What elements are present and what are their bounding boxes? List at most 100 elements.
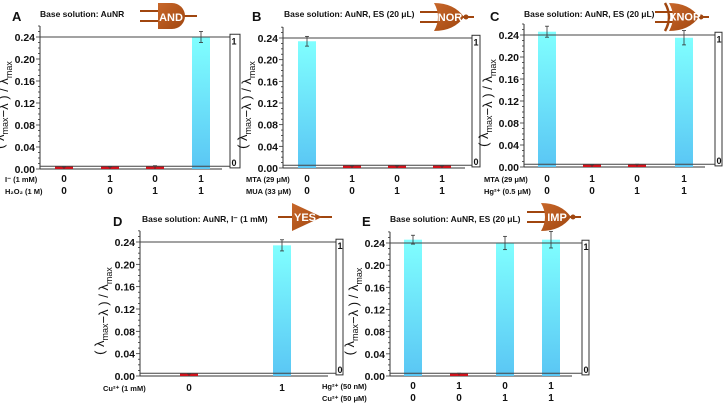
input-value: 0 bbox=[410, 393, 416, 404]
y-axis-label: ( λmax−λ ) / λmax bbox=[92, 267, 114, 355]
input-value: 0 bbox=[61, 186, 67, 197]
panel-label: A bbox=[12, 9, 22, 24]
panel-d: D Base solution: AuNR, I⁻ (1 mM) YES 0.00 0.… bbox=[92, 203, 344, 394]
input-value: 1 bbox=[152, 186, 158, 197]
output-label-1: 1 bbox=[338, 241, 343, 251]
y-tick-label: 0.24 bbox=[115, 237, 136, 249]
gate-body bbox=[292, 203, 322, 231]
output-label-0: 0 bbox=[717, 156, 722, 166]
input-value: 1 bbox=[548, 381, 554, 392]
input-value: 0 bbox=[589, 186, 595, 197]
input-value: 1 bbox=[198, 174, 204, 185]
input-value: 1 bbox=[198, 186, 204, 197]
output-label-0: 0 bbox=[338, 365, 343, 375]
output-label-0: 0 bbox=[232, 158, 237, 168]
input-row-label: I⁻ (1 mM) bbox=[5, 175, 38, 184]
input-value: 1 bbox=[456, 381, 462, 392]
gate-label: AND bbox=[159, 12, 183, 24]
input-value: 0 bbox=[634, 174, 640, 185]
y-tick-label: 0.00 bbox=[115, 371, 136, 383]
y-tick-label: 0.12 bbox=[15, 98, 36, 110]
gate-yes-icon: YES bbox=[278, 203, 332, 231]
y-tick-label: 0.04 bbox=[365, 349, 386, 361]
y-tick-label: 0.00 bbox=[258, 163, 279, 175]
panel-b: B Base solution: AuNR, ES (20 μL) NOR 0.00 0… bbox=[235, 3, 481, 197]
gate-bubble bbox=[463, 14, 469, 20]
y-tick-label: 0.00 bbox=[365, 371, 386, 383]
panel-title: Base solution: AuNR bbox=[40, 9, 124, 19]
y-tick-label: 0.04 bbox=[258, 141, 279, 153]
output-box bbox=[335, 238, 344, 376]
input-value: 0 bbox=[456, 393, 462, 404]
input-value: 1 bbox=[439, 186, 445, 197]
y-tick-label: 0.20 bbox=[15, 54, 36, 66]
bar bbox=[404, 239, 422, 376]
output-box bbox=[229, 33, 241, 169]
input-value: 1 bbox=[439, 174, 445, 185]
y-tick-label: 0.16 bbox=[15, 76, 36, 88]
y-tick-label: 0.20 bbox=[499, 52, 520, 64]
panel-label: D bbox=[113, 214, 122, 229]
input-row-label: H₂O₂ (1 M) bbox=[5, 187, 43, 196]
output-box bbox=[581, 239, 590, 376]
bar bbox=[675, 37, 693, 167]
input-value: 1 bbox=[548, 393, 554, 404]
gate-xor-arc bbox=[663, 2, 671, 32]
input-value: 1 bbox=[279, 383, 285, 394]
gate-body bbox=[434, 3, 464, 31]
output-label-0: 0 bbox=[474, 157, 479, 167]
bar bbox=[192, 37, 210, 169]
panel-label: B bbox=[252, 9, 261, 24]
panel-label: E bbox=[362, 214, 371, 229]
output-label-1: 1 bbox=[584, 242, 589, 252]
panel-title: Base solution: AuNR, ES (20 μL) bbox=[390, 214, 521, 224]
input-value: 0 bbox=[304, 174, 310, 185]
panel-a: A Base solution: AuNR AND 0.00 0.04 0.08 0.12 0… bbox=[0, 3, 241, 197]
output-box bbox=[471, 34, 481, 168]
y-tick-label: 0.16 bbox=[115, 282, 136, 294]
y-tick-label: 0.04 bbox=[499, 140, 520, 152]
gate-label: YES bbox=[294, 212, 316, 224]
y-axis-label: ( λmax−λ ) / λmax bbox=[342, 267, 364, 355]
gate-body bbox=[669, 3, 699, 31]
output-label-1: 1 bbox=[232, 36, 237, 46]
gate-bubble bbox=[698, 14, 704, 20]
y-axis-label: ( λmax−λ ) / λmax bbox=[476, 59, 498, 147]
gate-body bbox=[541, 203, 571, 231]
input-row-label: MUA (33 μM) bbox=[246, 187, 292, 196]
gate-body bbox=[158, 3, 185, 29]
output-label-1: 1 bbox=[474, 37, 479, 47]
input-value: 1 bbox=[394, 186, 400, 197]
y-tick-label: 0.08 bbox=[15, 120, 36, 132]
y-tick-label: 0.16 bbox=[365, 282, 386, 294]
y-tick-label: 0.24 bbox=[365, 238, 386, 250]
y-tick-label: 0.08 bbox=[115, 326, 136, 338]
y-tick-label: 0.00 bbox=[499, 162, 520, 174]
y-tick-label: 0.04 bbox=[115, 349, 136, 361]
input-value: 1 bbox=[634, 186, 640, 197]
bar bbox=[542, 239, 560, 376]
input-value: 1 bbox=[589, 174, 595, 185]
y-tick-label: 0.16 bbox=[499, 74, 520, 86]
gate-xnor-icon: XNOR bbox=[655, 2, 709, 32]
bar bbox=[538, 31, 556, 168]
input-value: 0 bbox=[410, 381, 416, 392]
panel-title: Base solution: AuNR, I⁻ (1 mM) bbox=[142, 214, 268, 224]
bar bbox=[273, 245, 291, 376]
input-value: 1 bbox=[502, 393, 508, 404]
input-row-label: Hg²⁺ (50 nM) bbox=[322, 382, 367, 391]
input-value: 1 bbox=[107, 174, 113, 185]
y-axis-label: ( λmax−λ ) / λmax bbox=[235, 61, 257, 149]
input-row-label: Cu²⁺ (1 mM) bbox=[103, 384, 146, 393]
y-tick-label: 0.20 bbox=[115, 259, 136, 271]
panel-e: E Base solution: AuNR, ES (20 μL) IMP 0.00 0… bbox=[322, 203, 590, 404]
gate-and-icon: AND bbox=[140, 3, 197, 29]
input-value: 1 bbox=[681, 186, 687, 197]
panel-c: C Base solution: AuNR, ES (20 μL) XNOR 0.00… bbox=[476, 2, 723, 197]
input-row-label: Hg²⁺ (0.5 μM) bbox=[484, 187, 531, 196]
input-value: 0 bbox=[349, 186, 355, 197]
input-value: 0 bbox=[304, 186, 310, 197]
input-value: 0 bbox=[107, 186, 113, 197]
panel-title: Base solution: AuNR, ES (20 μL) bbox=[524, 9, 655, 19]
